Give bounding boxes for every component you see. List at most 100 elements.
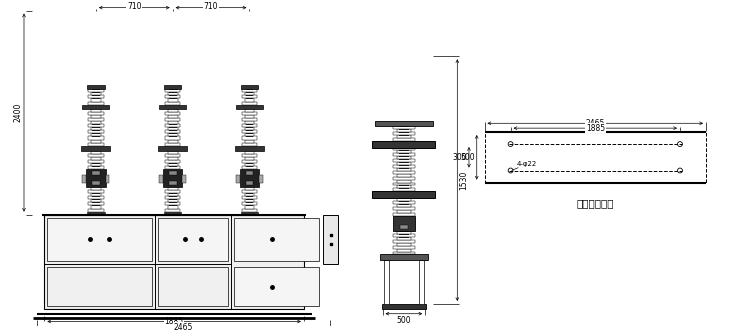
Bar — [245, 115, 254, 118]
Bar — [246, 189, 253, 190]
Bar — [246, 89, 253, 90]
Bar — [168, 115, 178, 118]
Bar — [393, 132, 414, 135]
Bar — [169, 111, 176, 112]
Bar — [169, 95, 176, 96]
Bar — [242, 196, 257, 199]
Bar — [92, 101, 99, 102]
Bar — [92, 133, 99, 134]
Bar — [246, 127, 253, 128]
Bar — [242, 130, 257, 134]
Text: 2400: 2400 — [13, 103, 22, 122]
Bar — [397, 156, 411, 159]
Bar — [87, 85, 105, 89]
Bar — [158, 267, 228, 306]
Bar — [168, 127, 178, 130]
Bar — [168, 193, 178, 196]
Bar — [393, 215, 414, 231]
Bar — [399, 182, 409, 183]
Text: 500: 500 — [461, 153, 475, 162]
Bar — [92, 111, 99, 112]
Bar — [242, 190, 257, 193]
Bar — [48, 217, 152, 261]
Bar — [379, 254, 428, 260]
Bar — [246, 95, 253, 96]
Bar — [242, 137, 257, 140]
Bar — [246, 171, 253, 175]
Bar — [92, 202, 99, 203]
Bar — [246, 160, 253, 161]
Text: 2465: 2465 — [586, 119, 605, 128]
Bar — [91, 157, 101, 160]
Bar — [240, 212, 258, 214]
Bar — [45, 214, 304, 309]
Bar — [91, 151, 101, 154]
Bar — [169, 208, 176, 209]
Bar — [323, 214, 338, 264]
Bar — [399, 126, 409, 127]
Bar — [169, 92, 176, 93]
Bar — [91, 205, 101, 208]
Bar — [259, 175, 263, 183]
Bar — [246, 133, 253, 134]
Bar — [393, 207, 414, 210]
Bar — [92, 196, 99, 197]
Bar — [91, 187, 101, 190]
Bar — [168, 199, 178, 202]
Bar — [165, 166, 181, 169]
Bar — [245, 99, 254, 102]
Bar — [165, 130, 181, 134]
Bar — [400, 225, 408, 229]
Bar — [163, 169, 182, 187]
Bar — [164, 212, 181, 214]
Bar — [419, 260, 424, 304]
Bar — [169, 133, 176, 134]
Bar — [92, 136, 99, 137]
Bar — [245, 205, 254, 208]
Bar — [246, 199, 253, 200]
Bar — [242, 202, 257, 205]
Bar — [375, 121, 433, 126]
Bar — [399, 132, 409, 133]
Bar — [242, 154, 257, 157]
Bar — [169, 98, 176, 99]
Bar — [91, 121, 101, 124]
Bar — [91, 163, 101, 166]
Bar — [83, 175, 86, 183]
Bar — [92, 130, 99, 131]
Bar — [92, 124, 99, 125]
Bar — [399, 231, 409, 232]
Bar — [105, 175, 110, 183]
Bar — [165, 143, 181, 146]
Bar — [92, 166, 99, 167]
Text: 4-φ22: 4-φ22 — [516, 161, 537, 166]
Bar — [246, 163, 253, 164]
Bar — [88, 124, 104, 127]
Bar — [242, 208, 257, 212]
Bar — [399, 165, 409, 166]
Bar — [372, 141, 436, 148]
Bar — [88, 89, 104, 92]
Bar — [92, 189, 99, 190]
Bar — [168, 140, 178, 143]
Bar — [245, 92, 254, 95]
Bar — [165, 160, 181, 163]
Bar — [168, 163, 178, 166]
Bar — [393, 126, 414, 129]
Text: 1530: 1530 — [459, 170, 469, 190]
Bar — [88, 208, 104, 212]
Bar — [92, 139, 99, 140]
Bar — [91, 193, 101, 196]
Bar — [91, 115, 101, 118]
Bar — [245, 121, 254, 124]
Bar — [92, 163, 99, 164]
Bar — [399, 179, 409, 180]
Bar — [246, 98, 253, 99]
Bar — [92, 157, 99, 158]
Bar — [158, 217, 228, 261]
Bar — [246, 124, 253, 125]
Bar — [246, 157, 253, 158]
Bar — [246, 108, 253, 109]
Bar — [92, 171, 99, 175]
Bar — [168, 109, 178, 112]
